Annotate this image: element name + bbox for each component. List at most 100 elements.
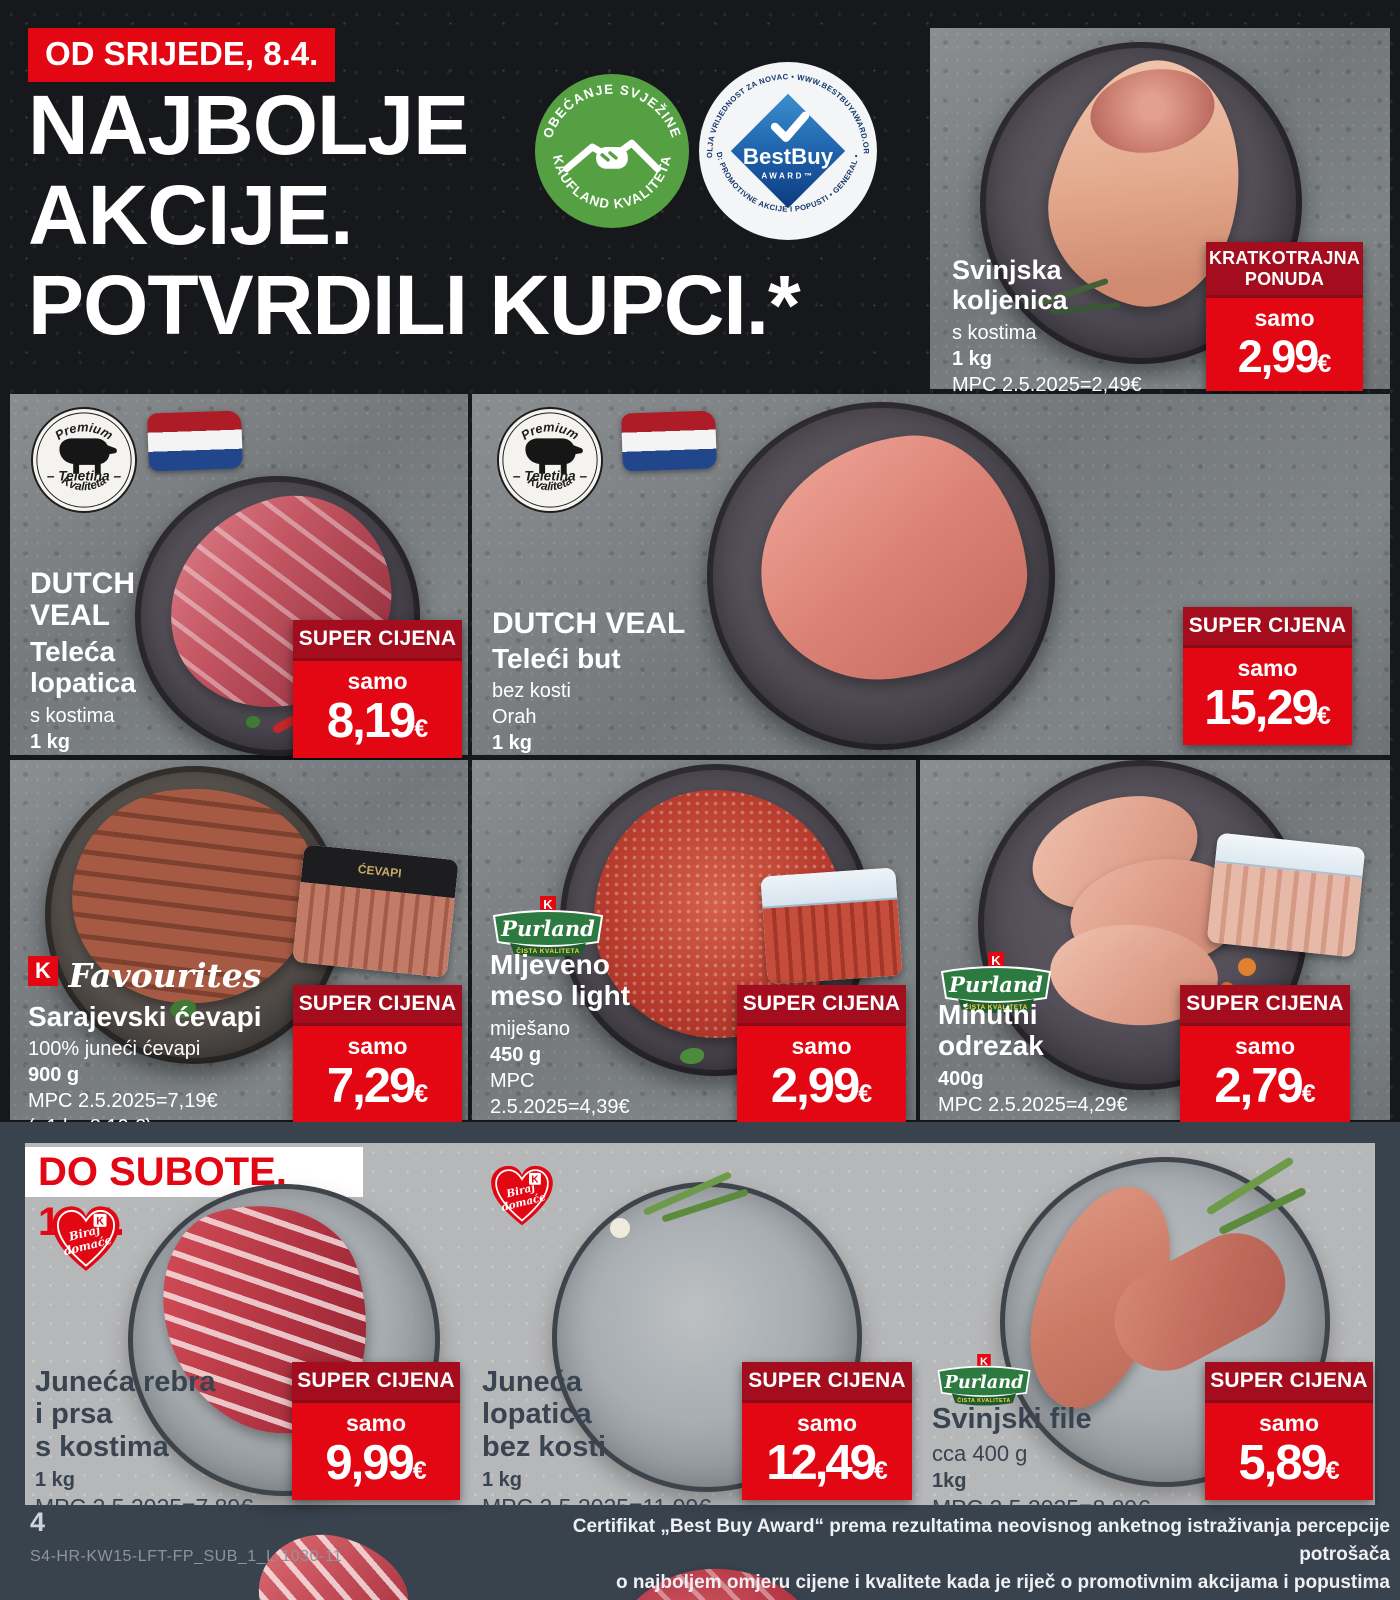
price-badge-super: SUPER CIJENA samo 9,99€: [292, 1362, 460, 1500]
samo-label: samo: [347, 1033, 408, 1059]
badge-header: SUPER CIJENA: [292, 1362, 460, 1400]
product-card-teleca-lopatica: Premium – Teletina – Kvaliteta DUTCH VEA…: [10, 394, 468, 779]
product-desc: bez kosti: [492, 680, 571, 703]
badge-header: SUPER CIJENA: [293, 985, 462, 1023]
bestbuy-seal: BestBuy AWARD™ NAJBOLJA VRIJEDNOST ZA NO…: [694, 53, 879, 242]
netherlands-flag-icon: [621, 410, 717, 472]
product-weight: 1 kg: [30, 730, 71, 753]
product-mpc-line2: 2.5.2025=4,39€: [490, 1095, 630, 1118]
purland-sub-label: ČISTA KVALITETA: [516, 946, 580, 955]
euro-sign: €: [1316, 702, 1331, 730]
footer-code: S4-HR-KW15-LFT-FP_SUB_1_L-1030-11: [30, 1548, 343, 1565]
euro-sign: €: [873, 1457, 888, 1485]
badge-header: SUPER CIJENA: [737, 985, 906, 1023]
price-value: 9,99: [325, 1436, 414, 1490]
headline-line1: NAJBOLJE: [28, 78, 469, 172]
kaufland-k-icon: K: [991, 953, 1001, 968]
badge-header: SUPER CIJENA: [1183, 607, 1352, 645]
product-brand: DUTCH VEAL: [492, 607, 686, 640]
badge-header-line2: PONUDA: [1244, 268, 1325, 289]
footer-note: Certifikat „Best Buy Award“ prema rezult…: [490, 1513, 1390, 1597]
footer-note-line1: Certifikat „Best Buy Award“ prema rezult…: [572, 1516, 1390, 1565]
product-name-line2: meso light: [490, 979, 631, 1011]
teletina-seal-bottom: Kvaliteta: [525, 474, 575, 493]
product-weight: 1 kg: [482, 1469, 523, 1492]
product-name-line1: Mljeveno: [490, 949, 610, 980]
product-name: Teleća lopatica: [30, 636, 136, 698]
product-mpc: MPC 2.5.2025=11,99€: [482, 1494, 712, 1521]
product-card-koljenica: Svinjska koljenica s kostima 1 kg MPC 2.…: [930, 28, 1390, 396]
purland-sub-label: ČISTA KVALITETA: [964, 1002, 1028, 1011]
kaufland-k-icon: K: [531, 1175, 538, 1186]
price-badge-super: SUPER CIJENA samo 15,29€: [1183, 607, 1352, 745]
bestbuy-check-icon: [770, 111, 810, 142]
product-mpc: MPC 2.5.2025=7,19€: [28, 1089, 218, 1112]
samo-label: samo: [347, 668, 408, 694]
product-mpc: MPC 2.5.2025=8,89€: [932, 1495, 1151, 1522]
price-badge-super: SUPER CIJENA samo 8,19€: [293, 620, 462, 758]
cow-icon: [525, 438, 583, 474]
product-name-line1: Juneća: [482, 1366, 582, 1398]
footer-note-line2: o najboljem omjeru cijene i kvalitete ka…: [616, 1572, 1390, 1593]
favourites-label: Favourites: [68, 956, 262, 995]
product-brand: DUTCH VEAL: [30, 567, 135, 632]
price-badge-super: SUPER CIJENA samo 7,29€: [293, 985, 462, 1123]
k-favourites-logo: K Favourites: [28, 956, 261, 995]
price-value: 7,29: [326, 1059, 416, 1113]
product-mpc-line1: MPC: [490, 1069, 535, 1092]
product-name: Sarajevski ćevapi: [28, 1001, 262, 1032]
carrot-garnish: [1238, 958, 1256, 976]
purland-logo: K Purland ČISTA KVALITETA: [488, 896, 608, 960]
price-badge-super: SUPER CIJENA samo 12,49€: [742, 1362, 912, 1500]
teletina-seal: Premium – Teletina – Kvaliteta: [30, 406, 138, 514]
kaufland-k-icon: K: [28, 956, 58, 986]
product-weight: 1 kg: [952, 348, 993, 371]
product-name-line2: odrezak: [938, 1029, 1044, 1061]
price-value: 2,79: [1214, 1059, 1303, 1113]
samo-label: samo: [345, 1410, 407, 1436]
kaufland-k-icon: K: [980, 1356, 988, 1368]
product-desc: 100% juneći ćevapi: [28, 1037, 201, 1060]
product-desc: s kostima: [30, 704, 115, 727]
cutlet-package-image: [1206, 832, 1366, 958]
teletina-seal-mid: – Teletina –: [513, 469, 588, 484]
product-desc: cca 400 g: [932, 1440, 1028, 1466]
basil-garnish: [680, 1048, 704, 1064]
badge-header: SUPER CIJENA: [1180, 985, 1350, 1023]
product-card-mljeveno: K Purland ČISTA KVALITETA Mljeveno meso …: [472, 760, 916, 1144]
product-name-line2: lopatica: [482, 1398, 592, 1431]
product-mpc: MPC 2.5.2025=2,49€: [952, 374, 1142, 397]
bestbuy-award: AWARD™: [761, 171, 814, 180]
handshake-icon: [563, 139, 661, 173]
euro-sign: €: [1317, 350, 1332, 379]
price-value: 8,19: [326, 694, 416, 748]
svg-text:Kvaliteta: Kvaliteta: [525, 474, 575, 493]
euro-sign: €: [1325, 1457, 1340, 1485]
product-weight: 900 g: [28, 1063, 80, 1086]
price-value: 12,49: [766, 1436, 877, 1490]
product-weight: 1 kg: [35, 1469, 76, 1492]
cow-icon: [59, 438, 117, 474]
price-badge-kratkotrajna: KRATKOTRAJNA PONUDA samo 2,99€: [1206, 242, 1363, 392]
product-mpc: MPC 2.5.2025=4,29€: [938, 1093, 1128, 1116]
product-name-line2: i prsa: [35, 1398, 113, 1431]
samo-label: samo: [1237, 655, 1298, 681]
garlic-garnish: [610, 1218, 630, 1238]
product-weight: 450 g: [490, 1043, 542, 1066]
badge-header: SUPER CIJENA: [742, 1362, 912, 1400]
samo-label: samo: [791, 1033, 852, 1059]
badge-header-line1: KRATKOTRAJNA: [1208, 248, 1361, 268]
purland-logo: K Purland ČISTA KVALITETA: [932, 1354, 1036, 1408]
euro-sign: €: [412, 1457, 427, 1485]
kaufland-k-icon: K: [96, 1216, 104, 1228]
price-badge-super: SUPER CIJENA samo 2,99€: [737, 985, 906, 1123]
purland-label: Purland: [944, 1372, 1024, 1393]
headline-line2: AKCIJE.: [28, 168, 353, 262]
bestbuy-name: BestBuy: [743, 144, 834, 169]
product-name-line3: bez kosti: [482, 1430, 607, 1463]
price-badge-super: SUPER CIJENA samo 2,79€: [1180, 985, 1350, 1123]
purland-label: Purland: [948, 972, 1043, 997]
euro-sign: €: [858, 1080, 873, 1108]
cevapi-package-image: ĆEVAPI: [292, 844, 459, 978]
